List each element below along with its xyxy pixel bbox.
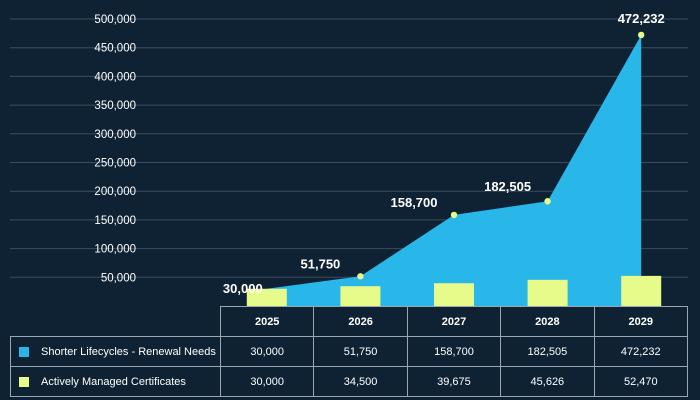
- table-cell: 30,000: [219, 366, 315, 397]
- y-tick-label: 400,000: [94, 71, 136, 83]
- table-header-row: 2025 2026 2027 2028 2029: [10, 306, 689, 337]
- y-tick-label: 100,000: [94, 244, 136, 256]
- data-table: 2025 2026 2027 2028 2029 Shorter Lifecyc…: [10, 306, 689, 397]
- data-label: 472,232: [618, 11, 665, 26]
- bar-managed-certificates: [340, 286, 381, 306]
- table-cell: 52,470: [593, 366, 689, 397]
- table-row-renewal-needs: Shorter Lifecycles - Renewal Needs 30,00…: [10, 336, 689, 367]
- table-cell: 182,505: [500, 336, 595, 367]
- bar-managed-certificates: [434, 283, 474, 306]
- data-label: 158,700: [391, 195, 438, 210]
- y-tick-label: 500,000: [94, 14, 136, 26]
- legend-swatch-renewal-needs: [19, 346, 29, 357]
- y-tick-label: 50,000: [101, 272, 136, 284]
- table-cell: 34,500: [313, 366, 408, 397]
- table-corner: [10, 306, 221, 337]
- table-row-managed-certificates: Actively Managed Certificates 30,000 34,…: [10, 366, 689, 397]
- y-tick-label: 350,000: [94, 100, 136, 112]
- chart-plot: 50,000 100,000 150,000 200,000 250,000 300,00…: [10, 11, 688, 306]
- column-header: 2027: [406, 306, 502, 337]
- y-tick-label: 150,000: [94, 215, 136, 227]
- table-cell: 30,000: [219, 336, 315, 367]
- column-header: 2026: [313, 306, 408, 337]
- area-series-renewal-needs: [266, 34, 642, 306]
- y-tick-label: 250,000: [94, 158, 136, 170]
- bar-managed-certificates: [246, 288, 287, 306]
- data-point-marker: [638, 31, 645, 39]
- series-name: Shorter Lifecycles - Renewal Needs: [41, 345, 216, 358]
- column-header: 2029: [593, 306, 689, 337]
- series-legend-cell: Actively Managed Certificates: [10, 366, 221, 397]
- bar-managed-certificates: [621, 275, 662, 306]
- data-label: 30,000: [223, 281, 263, 296]
- y-tick-label: 200,000: [94, 186, 136, 198]
- y-tick-label: 300,000: [94, 129, 136, 141]
- series-name: Actively Managed Certificates: [41, 375, 186, 388]
- series-legend-cell: Shorter Lifecycles - Renewal Needs: [10, 336, 221, 367]
- table-cell: 45,626: [500, 366, 595, 397]
- table-cell: 158,700: [406, 336, 502, 367]
- data-point-marker: [544, 198, 551, 205]
- table-cell: 51,750: [313, 336, 408, 367]
- y-tick-label: 450,000: [94, 43, 136, 55]
- bar-managed-certificates: [527, 279, 568, 306]
- column-header: 2025: [219, 306, 315, 337]
- data-label: 51,750: [301, 256, 341, 271]
- data-point-marker: [357, 273, 364, 280]
- data-label: 182,505: [484, 179, 531, 194]
- column-header: 2028: [500, 306, 595, 337]
- data-point-marker: [450, 211, 458, 219]
- table-cell: 39,675: [406, 366, 502, 397]
- legend-swatch-managed-certificates: [19, 376, 29, 387]
- table-cell: 472,232: [593, 336, 689, 367]
